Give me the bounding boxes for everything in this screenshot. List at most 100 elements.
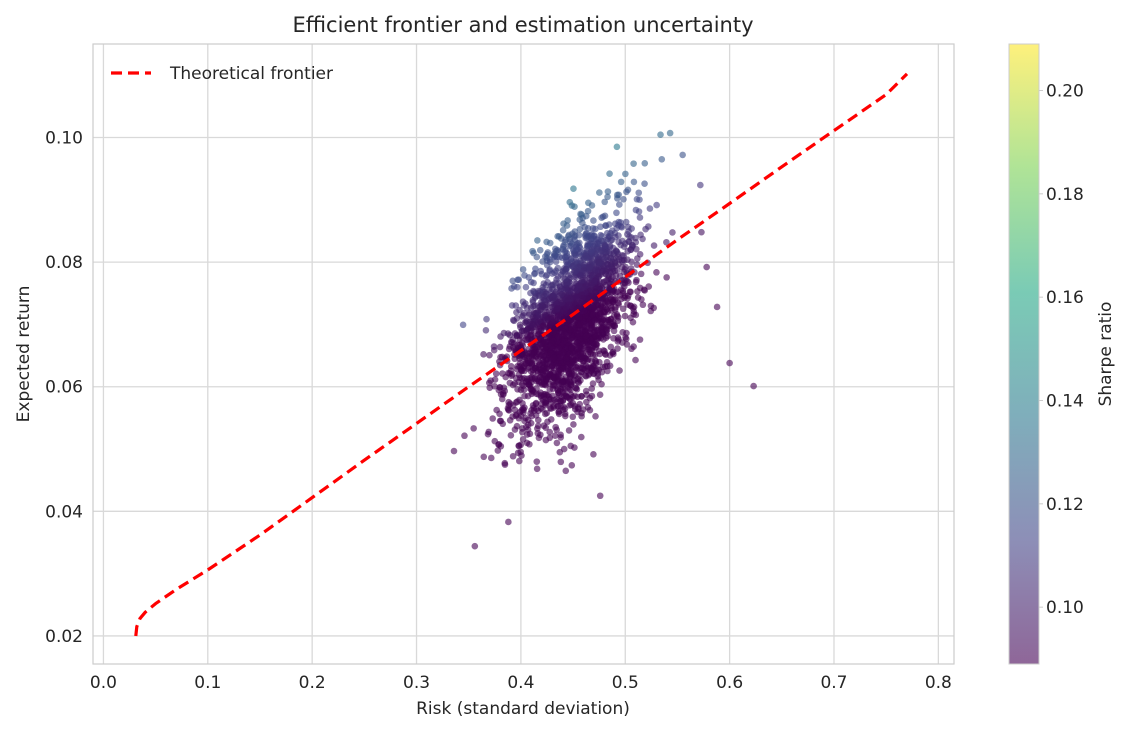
scatter-point <box>523 439 531 447</box>
scatter-point <box>698 228 705 236</box>
x-tick-label: 0.4 <box>507 673 534 693</box>
scatter-point <box>619 287 627 294</box>
scatter-point <box>525 381 532 388</box>
scatter-point <box>497 353 504 361</box>
scatter-point <box>568 344 575 352</box>
scatter-point <box>597 310 605 317</box>
scatter-point <box>571 232 579 239</box>
scatter-point <box>557 291 565 298</box>
scatter-point <box>645 283 653 290</box>
scatter-point <box>505 406 512 414</box>
scatter-point <box>589 311 596 319</box>
scatter-point <box>594 240 601 247</box>
scatter-point <box>620 195 627 203</box>
frontier-line-layer <box>134 72 909 637</box>
scatter-point <box>553 439 561 447</box>
scatter-point <box>596 492 604 500</box>
scatter-point <box>588 385 596 392</box>
scatter-point <box>505 518 512 526</box>
scatter-point <box>583 341 591 349</box>
scatter-point <box>588 247 596 254</box>
scatter-point <box>496 384 504 391</box>
scatter-point <box>603 326 610 334</box>
x-tick-label: 0.8 <box>925 673 952 693</box>
scatter-point <box>642 225 649 233</box>
scatter-point <box>590 217 597 224</box>
scatter-point <box>578 277 585 284</box>
scatter-point <box>523 317 530 325</box>
scatter-point <box>559 328 567 336</box>
y-tick-label: 0.10 <box>45 128 83 148</box>
scatter-point <box>541 338 549 346</box>
scatter-point <box>524 325 532 333</box>
scatter-point <box>512 412 520 420</box>
scatter-point <box>630 308 638 315</box>
scatter-point <box>514 283 521 291</box>
scatter-point <box>544 315 552 322</box>
scatter-point <box>636 250 644 258</box>
scatter-point <box>570 185 577 193</box>
scatter-point <box>579 358 587 365</box>
scatter-point <box>497 417 505 425</box>
scatter-point <box>595 273 603 280</box>
scatter-point <box>546 256 554 263</box>
scatter-point <box>549 281 557 289</box>
scatter-point <box>630 178 638 186</box>
scatter-point <box>588 272 595 279</box>
scatter-point <box>666 129 674 137</box>
scatter-point <box>516 341 524 349</box>
scatter-point <box>546 428 554 436</box>
scatter-point <box>569 413 577 421</box>
scatter-point <box>616 201 623 208</box>
scatter-point <box>559 378 566 386</box>
scatter-point <box>450 447 458 455</box>
scatter-point <box>532 399 540 407</box>
scatter-point <box>629 318 637 326</box>
scatter-point <box>596 189 603 196</box>
scatter-point <box>562 412 569 420</box>
scatter-point <box>598 380 605 388</box>
scatter-point <box>550 354 558 362</box>
scatter-point <box>620 268 627 276</box>
scatter-points <box>450 129 757 550</box>
scatter-point <box>607 319 614 326</box>
scatter-point <box>518 312 526 320</box>
scatter-point <box>459 321 467 329</box>
scatter-point <box>621 279 629 287</box>
scatter-point <box>550 402 557 410</box>
scatter-point <box>566 350 573 357</box>
scatter-point <box>601 198 609 206</box>
scatter-point <box>528 320 536 328</box>
scatter-point <box>640 286 648 294</box>
scatter-point <box>604 367 611 375</box>
scatter-point <box>527 410 534 417</box>
scatter-point <box>511 406 519 414</box>
x-tick-label: 0.7 <box>820 673 847 693</box>
scatter-point <box>515 457 523 465</box>
colorbar-tick-label: 0.18 <box>1046 185 1084 205</box>
scatter-point <box>616 367 623 374</box>
scatter-point <box>622 218 630 226</box>
scatter-point <box>542 436 550 444</box>
scatter-point <box>519 400 526 407</box>
scatter-point <box>601 299 609 307</box>
scatter-point <box>523 336 531 344</box>
scatter-point <box>602 242 609 249</box>
scatter-point <box>480 453 488 461</box>
scatter-point <box>572 267 580 275</box>
scatter-point <box>510 344 517 351</box>
scatter-point <box>653 201 660 209</box>
colorbar-gradient <box>1009 44 1039 664</box>
scatter-point <box>628 258 635 266</box>
scatter-point <box>592 344 599 351</box>
scatter-point <box>572 356 580 364</box>
scatter-point <box>496 343 504 351</box>
scatter-point <box>480 351 487 358</box>
scatter-point <box>590 450 597 458</box>
scatter-point <box>557 434 565 441</box>
scatter-point <box>615 301 622 308</box>
scatter-point <box>623 341 631 348</box>
scatter-point <box>514 385 521 393</box>
y-tick-label: 0.06 <box>45 378 83 398</box>
scatter-point <box>564 260 572 268</box>
